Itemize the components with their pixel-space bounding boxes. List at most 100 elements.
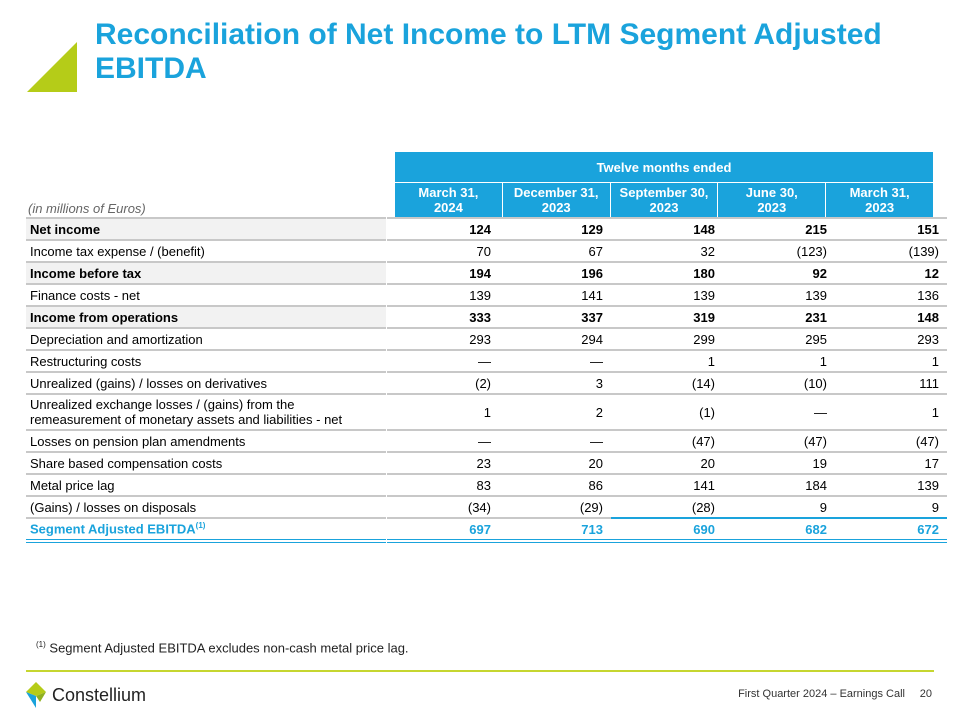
cell-value: 148 xyxy=(835,305,947,328)
cell-value: 9 xyxy=(723,495,835,518)
cell-value: 1 xyxy=(387,393,499,430)
cell-value: — xyxy=(499,429,611,452)
column-header: March 31, 2024 xyxy=(395,183,502,218)
cell-value: 23 xyxy=(387,451,499,474)
row-label: Unrealized (gains) / losses on derivativ… xyxy=(26,371,386,394)
cell-value: 70 xyxy=(387,239,499,262)
cell-value: (1) xyxy=(611,393,723,430)
cell-value: 20 xyxy=(499,451,611,474)
cell-value: — xyxy=(387,349,499,372)
table-row: Unrealized (gains) / losses on derivativ… xyxy=(26,371,947,394)
cell-value: (123) xyxy=(723,239,835,262)
cell-value: 9 xyxy=(835,495,947,518)
cell-value: 1 xyxy=(835,349,947,372)
cell-value: 180 xyxy=(611,261,723,284)
cell-value: 151 xyxy=(835,217,947,240)
cell-value: 337 xyxy=(499,305,611,328)
cell-value: (10) xyxy=(723,371,835,394)
row-label: Share based compensation costs xyxy=(26,451,386,474)
cell-value: 319 xyxy=(611,305,723,328)
cell-value: (47) xyxy=(611,429,723,452)
row-label: Losses on pension plan amendments xyxy=(26,429,386,452)
reconciliation-table: Net income 124 129 148 215 151 Income tax expe… xyxy=(26,217,947,543)
cell-value: 293 xyxy=(387,327,499,350)
cell-value: 92 xyxy=(723,261,835,284)
total-value: 713 xyxy=(499,517,611,543)
cell-value: 294 xyxy=(499,327,611,350)
cell-value: 333 xyxy=(387,305,499,328)
column-header: December 31, 2023 xyxy=(501,183,610,218)
brand-name: Constellium xyxy=(52,684,147,705)
cell-value: 17 xyxy=(835,451,947,474)
row-label: Finance costs - net xyxy=(26,283,386,306)
row-label: Income tax expense / (benefit) xyxy=(26,239,386,262)
table-row: Metal price lag 83 86 141 184 139 xyxy=(26,473,947,496)
cell-value: 67 xyxy=(499,239,611,262)
total-row: Segment Adjusted EBITDA(1) 697 713 690 682 67… xyxy=(26,517,947,543)
cell-value: 295 xyxy=(723,327,835,350)
cell-value: 124 xyxy=(387,217,499,240)
table-row: Income from operations 333 337 319 231 148 xyxy=(26,305,947,328)
cell-value: 111 xyxy=(835,371,947,394)
constellium-logo-icon xyxy=(26,682,46,708)
cell-value: 299 xyxy=(611,327,723,350)
cell-value: 293 xyxy=(835,327,947,350)
cell-value: 32 xyxy=(611,239,723,262)
cell-value: 2 xyxy=(499,393,611,430)
cell-value: — xyxy=(387,429,499,452)
table-row: Depreciation and amortization 293 294 299 29… xyxy=(26,327,947,350)
row-label: Net income xyxy=(26,217,386,240)
cell-value: 20 xyxy=(611,451,723,474)
cell-value: 139 xyxy=(387,283,499,306)
cell-value: (28) xyxy=(611,495,723,518)
table-row: (Gains) / losses on disposals (34) (29) (28… xyxy=(26,495,947,518)
footer-divider xyxy=(26,670,934,672)
cell-value: 1 xyxy=(723,349,835,372)
cell-value: (139) xyxy=(835,239,947,262)
cell-value: 215 xyxy=(723,217,835,240)
cell-value: 12 xyxy=(835,261,947,284)
cell-value: 184 xyxy=(723,473,835,496)
row-label: Income before tax xyxy=(26,261,386,284)
total-value: 672 xyxy=(835,517,947,543)
row-label: Metal price lag xyxy=(26,473,386,496)
total-value: 682 xyxy=(723,517,835,543)
table-row: Losses on pension plan amendments — — (47)(… xyxy=(26,429,947,452)
cell-value: 139 xyxy=(611,283,723,306)
footnote: (1) Segment Adjusted EBITDA excludes non… xyxy=(36,640,409,655)
footnote-text: Segment Adjusted EBITDA excludes non-cas… xyxy=(45,640,409,656)
total-label-text: Segment Adjusted EBITDA xyxy=(30,521,196,537)
table-row: Income before tax 194 196 180 92 12 xyxy=(26,261,947,284)
table-row: Restructuring costs — —1 1 1 xyxy=(26,349,947,372)
cell-value: 136 xyxy=(835,283,947,306)
cell-value: 148 xyxy=(611,217,723,240)
column-header: June 30, 2023 xyxy=(717,183,826,218)
cell-value: 129 xyxy=(499,217,611,240)
cell-value: 3 xyxy=(499,371,611,394)
row-label: Income from operations xyxy=(26,305,386,328)
table-row: Net income 124 129 148 215 151 xyxy=(26,217,947,240)
table-row: Finance costs - net 139 141 139 139 136 xyxy=(26,283,947,306)
period-header: Twelve months ended xyxy=(395,152,933,182)
footnote-marker: (1) xyxy=(36,640,46,649)
total-footnote-marker: (1) xyxy=(195,521,206,531)
cell-value: (2) xyxy=(387,371,499,394)
column-header: March 31, 2023 xyxy=(825,183,933,218)
column-headers: March 31, 2024 December 31, 2023 September… xyxy=(395,183,933,218)
decorative-triangle xyxy=(27,42,77,92)
cell-value: (34) xyxy=(387,495,499,518)
total-label: Segment Adjusted EBITDA(1) xyxy=(26,517,386,543)
cell-value: 231 xyxy=(723,305,835,328)
cell-value: (47) xyxy=(835,429,947,452)
cell-value: 141 xyxy=(499,283,611,306)
cell-value: (29) xyxy=(499,495,611,518)
brand-logo: Constellium xyxy=(26,682,146,708)
total-value: 690 xyxy=(611,517,723,543)
cell-value: (47) xyxy=(723,429,835,452)
cell-value: 19 xyxy=(723,451,835,474)
column-header: September 30, 2023 xyxy=(609,183,718,218)
cell-value: 1 xyxy=(835,393,947,430)
cell-value: 141 xyxy=(611,473,723,496)
cell-value: 196 xyxy=(499,261,611,284)
row-label: Depreciation and amortization xyxy=(26,327,386,350)
